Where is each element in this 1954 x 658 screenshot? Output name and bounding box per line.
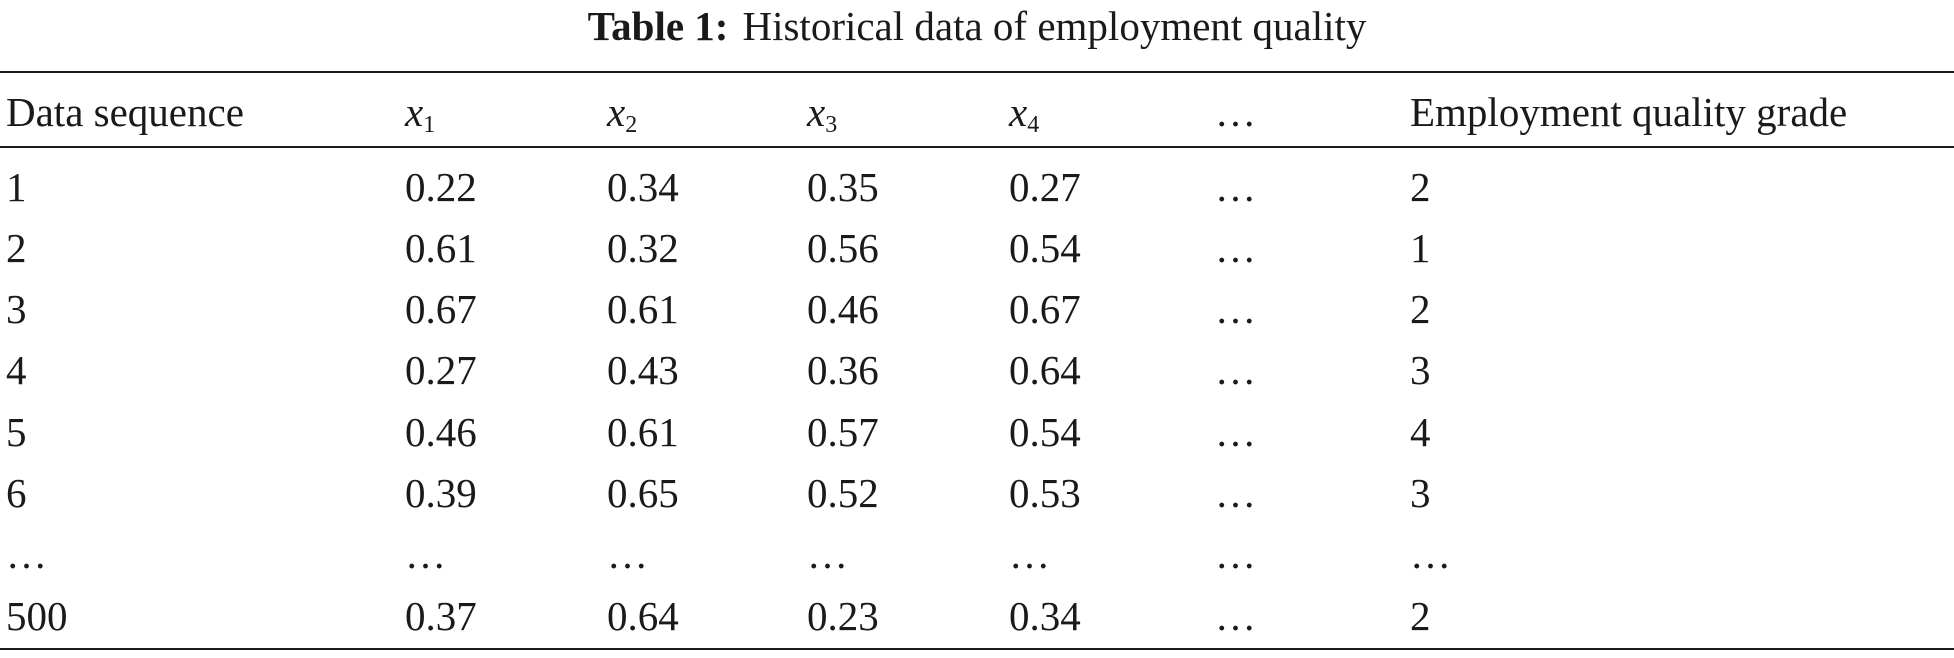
table-cell: 2: [1410, 593, 1431, 639]
table-cell: …: [1215, 225, 1256, 271]
table-cell: 0.37: [405, 593, 477, 639]
table-cell: 3: [1410, 470, 1431, 516]
table-cell: 0.46: [405, 409, 477, 455]
table-cell: 0.39: [405, 470, 477, 516]
variable-subscript: 1: [423, 112, 436, 138]
table-cell: …: [1215, 347, 1256, 393]
table-cell: 500: [6, 593, 68, 639]
table-cell: 0.61: [607, 286, 679, 332]
table-cell: 2: [6, 225, 27, 271]
table-cell: 0.54: [1009, 409, 1081, 455]
table-cell: 0.34: [607, 164, 679, 210]
table-cell: …: [1215, 286, 1256, 332]
header-cell: x3: [807, 88, 837, 149]
table-cell: 1: [1410, 225, 1431, 271]
variable-name: x: [1009, 89, 1028, 135]
table-cell: 0.35: [807, 164, 879, 210]
table-cell: …: [1215, 593, 1256, 639]
table-cell: 0.34: [1009, 593, 1081, 639]
top-rule: [0, 71, 1954, 73]
table-cell: 1: [6, 164, 27, 210]
table-cell: 0.22: [405, 164, 477, 210]
table-cell: 0.61: [607, 409, 679, 455]
table-cell: 3: [6, 286, 27, 332]
table-cell: 0.57: [807, 409, 879, 455]
bottom-rule: [0, 648, 1954, 650]
header-cell: Employment quality grade: [1410, 89, 1848, 135]
table-cell: 0.52: [807, 470, 879, 516]
table-cell: 0.23: [807, 593, 879, 639]
header-cell: x1: [405, 88, 435, 149]
table-cell: 6: [6, 470, 27, 516]
table-cell: 2: [1410, 164, 1431, 210]
table-title: Historical data of employment quality: [742, 3, 1367, 49]
table-label: Table 1:: [587, 3, 729, 49]
table-cell: 0.67: [405, 286, 477, 332]
table-cell: …: [1215, 470, 1256, 516]
table-cell: 0.27: [1009, 164, 1081, 210]
table-cell: 0.61: [405, 225, 477, 271]
variable-name: x: [607, 89, 626, 135]
header-cell: x4: [1009, 88, 1039, 149]
table-cell: …: [1410, 531, 1451, 577]
variable-subscript: 4: [1027, 112, 1040, 138]
table-cell: …: [405, 531, 446, 577]
table-cell: …: [1215, 531, 1256, 577]
table-cell: …: [607, 531, 648, 577]
variable-name: x: [807, 89, 826, 135]
table-cell: 0.56: [807, 225, 879, 271]
table-cell: 0.67: [1009, 286, 1081, 332]
table-cell: 4: [6, 347, 27, 393]
table-caption: Table 1: Historical data of employment qu…: [0, 2, 1954, 50]
table-cell: 3: [1410, 347, 1431, 393]
header-cell: Data sequence: [6, 89, 244, 135]
table-cell: 0.53: [1009, 470, 1081, 516]
table-cell: …: [1009, 531, 1050, 577]
table-cell: …: [6, 531, 47, 577]
table-cell: 0.54: [1009, 225, 1081, 271]
table-cell: 0.43: [607, 347, 679, 393]
table-cell: …: [1215, 409, 1256, 455]
header-cell: x2: [607, 88, 637, 149]
variable-name: x: [405, 89, 424, 135]
table-cell: …: [1215, 164, 1256, 210]
table-cell: 5: [6, 409, 27, 455]
table-cell: 2: [1410, 286, 1431, 332]
table-cell: 0.64: [607, 593, 679, 639]
table-cell: 0.64: [1009, 347, 1081, 393]
table-cell: 0.32: [607, 225, 679, 271]
table-cell: 0.27: [405, 347, 477, 393]
table-cell: 0.65: [607, 470, 679, 516]
table-cell: 0.46: [807, 286, 879, 332]
table-cell: 4: [1410, 409, 1431, 455]
header-cell: …: [1215, 89, 1256, 135]
variable-subscript: 3: [825, 112, 838, 138]
header-rule: [0, 146, 1954, 148]
table-cell: …: [807, 531, 848, 577]
variable-subscript: 2: [625, 112, 638, 138]
table-cell: 0.36: [807, 347, 879, 393]
